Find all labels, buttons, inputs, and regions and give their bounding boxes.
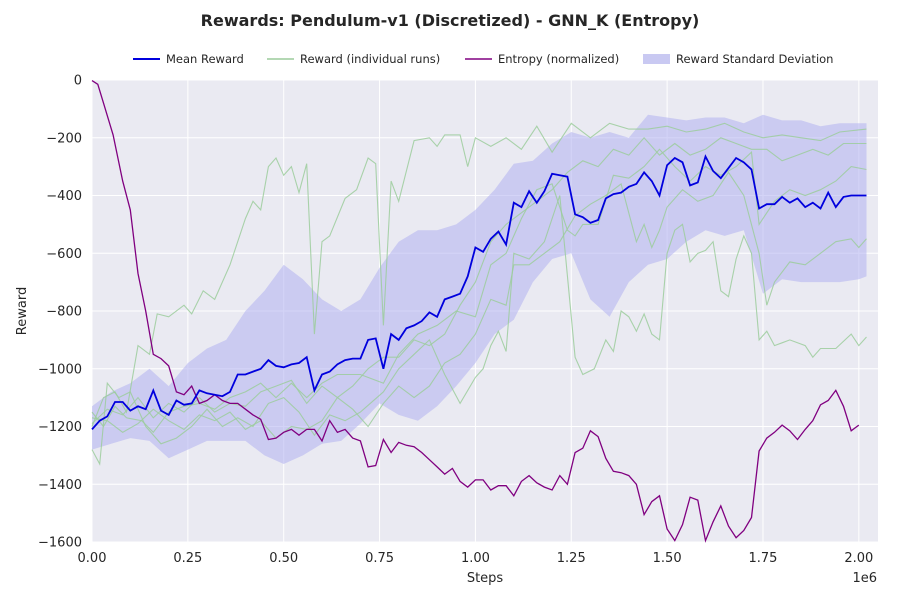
std-band-layer bbox=[92, 114, 867, 464]
x-tick-label: 0.25 bbox=[173, 551, 202, 566]
legend: Mean Reward Reward (individual runs) Ent… bbox=[133, 52, 833, 66]
mean-reward-line bbox=[91, 154, 867, 430]
legend-label-entropy: Entropy (normalized) bbox=[498, 52, 619, 66]
y-tick-label: −1400 bbox=[38, 478, 82, 493]
entropy-layer bbox=[91, 80, 860, 543]
y-tick-label: 0 bbox=[74, 74, 82, 89]
x-tick-label: 2.00 bbox=[844, 551, 873, 566]
mean-layer bbox=[91, 154, 867, 430]
y-axis-ticks: 0 −200 −400 −600 −800 −1000 −1200 −1400 −1600 bbox=[38, 74, 82, 551]
y-tick-label: −1200 bbox=[38, 420, 82, 435]
x-tick-label: 0.00 bbox=[78, 551, 107, 566]
legend-label-std: Reward Standard Deviation bbox=[676, 52, 833, 66]
run-line-5 bbox=[91, 136, 867, 425]
runs-layer bbox=[91, 122, 867, 466]
x-tick-label: 1.50 bbox=[653, 551, 682, 566]
y-tick-label: −200 bbox=[46, 131, 82, 146]
run-line-2 bbox=[91, 148, 867, 434]
x-axis-ticks: 0.00 0.50 1.00 1.50 2.00 0.25 0.75 1.25 1.75 bbox=[78, 551, 874, 566]
x-tick-label: 1.25 bbox=[557, 551, 586, 566]
y-tick-label: −600 bbox=[46, 247, 82, 262]
y-tick-label: −400 bbox=[46, 189, 82, 204]
x-axis-label: Steps bbox=[467, 571, 504, 586]
y-tick-label: −1000 bbox=[38, 362, 82, 377]
run-line-1 bbox=[91, 122, 867, 427]
run-line-3 bbox=[91, 195, 867, 466]
legend-label-runs: Reward (individual runs) bbox=[300, 52, 440, 66]
std-band bbox=[92, 114, 867, 464]
x-tick-label: 0.75 bbox=[365, 551, 394, 566]
entropy-line bbox=[91, 80, 860, 543]
y-tick-label: −800 bbox=[46, 305, 82, 320]
x-tick-label: 1.00 bbox=[461, 551, 490, 566]
x-tick-label: 1.75 bbox=[748, 551, 777, 566]
y-axis-label: Reward bbox=[15, 287, 30, 335]
chart-title: Rewards: Pendulum-v1 (Discretized) - GNN… bbox=[201, 11, 700, 30]
legend-swatch-std bbox=[643, 54, 670, 64]
run-line-4 bbox=[91, 171, 867, 439]
y-tick-label: −1600 bbox=[38, 536, 82, 551]
legend-label-mean: Mean Reward bbox=[166, 52, 244, 66]
x-tick-label: 0.50 bbox=[269, 551, 298, 566]
x-axis-offset: 1e6 bbox=[852, 571, 877, 586]
